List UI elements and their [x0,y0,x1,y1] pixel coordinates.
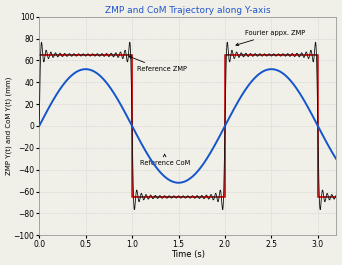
Text: Reference CoM: Reference CoM [140,154,190,166]
Title: ZMP and CoM Trajectory along Y-axis: ZMP and CoM Trajectory along Y-axis [105,6,271,15]
X-axis label: Time (s): Time (s) [171,250,205,259]
Text: Fourier appx. ZMP: Fourier appx. ZMP [236,30,306,46]
Y-axis label: ZMP Y(t) and CoM Y(t) (mm): ZMP Y(t) and CoM Y(t) (mm) [5,77,12,175]
Text: Reference ZMP: Reference ZMP [129,56,187,72]
